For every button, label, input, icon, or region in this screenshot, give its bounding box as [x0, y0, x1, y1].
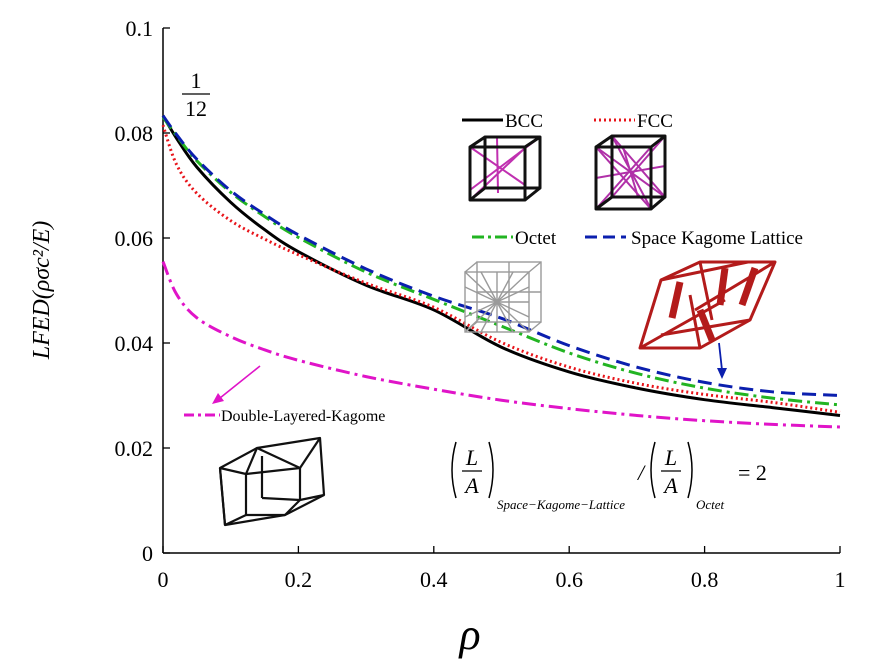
ratio-subscript-1: Space−Kagome−Lattice	[497, 497, 625, 512]
y-axis-label-text: LFED(ρσc²/E)	[29, 221, 55, 361]
y-tick-label-1: 0.02	[115, 436, 154, 461]
legend-fcc-label: FCC	[637, 111, 673, 132]
octet-lattice-icon	[464, 261, 542, 333]
y-ticks: 0 0.02 0.04 0.06 0.08 0.1	[115, 16, 170, 566]
fraction-annotation: 1 12	[182, 68, 210, 121]
x-tick-label-3: 0.6	[555, 567, 583, 592]
x-tick-label-5: 1	[835, 567, 846, 592]
ratio-den-2: A	[662, 473, 678, 498]
legend-dlk-label: Double-Layered-Kagome	[221, 408, 385, 425]
x-ticks: 0 0.2 0.4 0.6 0.8 1	[158, 546, 846, 592]
space-kagome-lattice-icon	[638, 260, 777, 350]
ratio-subscript-2: Octet	[696, 497, 725, 512]
fraction-denominator: 12	[185, 96, 207, 121]
x-tick-label-2: 0.4	[420, 567, 448, 592]
x-tick-label-4: 0.8	[691, 567, 719, 592]
ratio-num-1: L	[465, 445, 478, 470]
fraction-numerator: 1	[191, 68, 202, 93]
x-tick-label-0: 0	[158, 567, 169, 592]
ratio-formula: L A Space−Kagome−Lattice / L A Octet = 2	[451, 441, 767, 512]
legend-bcc: BCC	[462, 111, 543, 132]
ratio-value: = 2	[738, 460, 767, 485]
y-tick-label-3: 0.06	[115, 226, 154, 251]
x-axis-label: ρ	[457, 610, 480, 659]
y-tick-label-4: 0.08	[115, 121, 154, 146]
dlk-arrow-head	[212, 393, 224, 404]
ratio-paren-left-2	[650, 441, 656, 499]
legend-kagome: Space Kagome Lattice	[585, 228, 803, 249]
ratio-den-1: A	[463, 473, 479, 498]
legend-kagome-label: Space Kagome Lattice	[631, 228, 803, 249]
series-line-fcc	[161, 124, 841, 414]
ratio-paren-left-1	[451, 441, 457, 499]
legend-bcc-label: BCC	[505, 111, 543, 132]
bcc-lattice-icon	[468, 135, 542, 202]
kagome-arrow-head	[717, 368, 727, 379]
ratio-slash: /	[636, 460, 646, 485]
dlk-arrow	[212, 365, 261, 404]
legend-octet: Octet	[472, 228, 557, 249]
legend-fcc: FCC	[594, 111, 673, 132]
series-line-space-kagome-lattice	[161, 114, 841, 397]
series-line-bcc	[161, 114, 841, 417]
y-axis-label: LFED(ρσc²/E)	[29, 221, 55, 361]
kagome-arrow	[717, 342, 727, 379]
ratio-num-2: L	[664, 445, 677, 470]
double-layered-kagome-icon	[218, 436, 326, 527]
legend-dlk: Double-Layered-Kagome	[184, 408, 385, 425]
fcc-lattice-icon	[594, 134, 667, 211]
series-group	[161, 114, 841, 429]
kagome-arrow-shaft	[718, 342, 723, 371]
y-tick-label-0: 0	[142, 541, 153, 566]
series-line-double-layered-kagome	[161, 261, 841, 429]
dlk-arrow-shaft	[219, 365, 261, 399]
legend-octet-label: Octet	[515, 228, 557, 249]
ratio-paren-right-1	[488, 441, 494, 499]
x-tick-label-1: 0.2	[285, 567, 313, 592]
y-tick-label-2: 0.04	[115, 331, 154, 356]
y-tick-label-5: 0.1	[126, 16, 154, 41]
ratio-paren-right-2	[687, 441, 693, 499]
